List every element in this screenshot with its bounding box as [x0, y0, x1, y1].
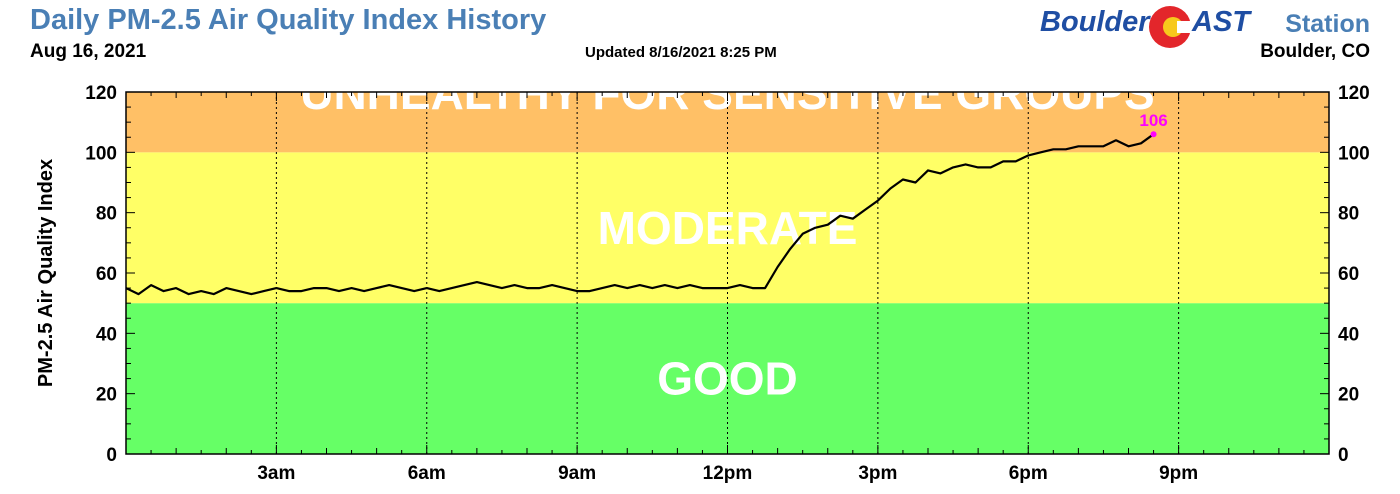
x-tick-label-9am: 9am [558, 463, 596, 484]
updated-timestamp: Updated 8/16/2021 8:25 PM [585, 44, 777, 61]
x-tick-label-3pm: 3pm [858, 463, 897, 484]
logo-text-ast: AST [1192, 6, 1250, 38]
y-tick-label-right: 0 [1338, 445, 1349, 466]
x-tick-label-9pm: 9pm [1159, 463, 1198, 484]
bouldercast-logo: Boulder AST [1040, 2, 1250, 54]
last-value-marker [1150, 131, 1157, 138]
y-axis-title: PM-2.5 Air Quality Index [35, 159, 57, 387]
x-tick-label-6pm: 6pm [1009, 463, 1048, 484]
y-tick-label-left: 80 [96, 204, 117, 225]
y-tick-label-left: 40 [96, 324, 117, 345]
y-tick-label-right: 60 [1338, 264, 1359, 285]
y-tick-label-right: 80 [1338, 204, 1359, 225]
y-tick-label-right: 40 [1338, 324, 1359, 345]
x-tick-label-3am: 3am [257, 463, 295, 484]
y-tick-label-right: 20 [1338, 385, 1359, 406]
y-tick-label-left: 100 [85, 143, 117, 164]
logo-text-boulder: Boulder [1040, 6, 1150, 38]
y-tick-label-right: 100 [1338, 143, 1370, 164]
aqi-series-line [126, 133, 1155, 296]
last-value-label: 106 [1139, 111, 1167, 130]
station-label: Station [1285, 10, 1370, 38]
y-tick-label-right: 120 [1338, 83, 1370, 104]
date-label: Aug 16, 2021 [30, 41, 147, 62]
page-title: Daily PM-2.5 Air Quality Index History [30, 4, 547, 36]
colorado-c-icon [1149, 6, 1193, 48]
y-tick-label-left: 20 [96, 385, 117, 406]
x-tick-label-12pm: 12pm [703, 463, 753, 484]
x-tick-label-6am: 6am [408, 463, 446, 484]
y-tick-label-left: 60 [96, 264, 117, 285]
y-tick-label-left: 120 [85, 83, 117, 104]
y-tick-label-left: 0 [106, 445, 117, 466]
location-label: Boulder, CO [1260, 41, 1370, 62]
